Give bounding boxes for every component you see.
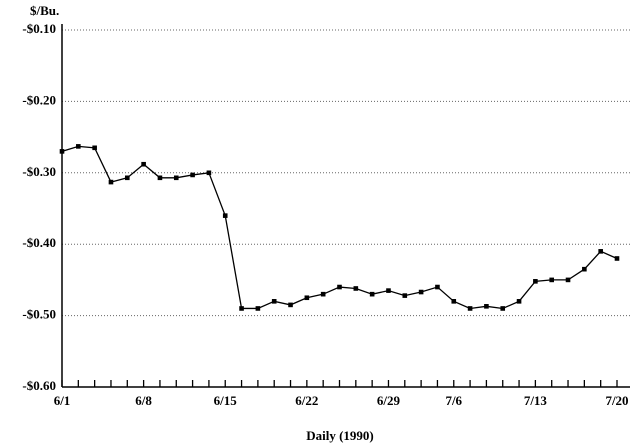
point [255, 306, 261, 311]
point [386, 288, 391, 293]
point [239, 306, 244, 311]
x-tick-label: 6/22 [295, 393, 318, 408]
point [141, 161, 146, 167]
point [500, 306, 506, 311]
point [467, 306, 473, 311]
point [353, 286, 359, 291]
x-tick-label: 6/15 [214, 393, 238, 408]
point [271, 299, 277, 304]
point [402, 293, 408, 298]
point [190, 172, 195, 178]
point [337, 284, 342, 290]
point [108, 179, 114, 185]
point [124, 175, 130, 181]
point [173, 175, 179, 181]
point [206, 170, 212, 176]
x-tick-label: 6/29 [377, 393, 401, 408]
point [516, 299, 522, 304]
point [565, 277, 571, 283]
y-tick-label: -$0.60 [22, 378, 56, 393]
point [304, 295, 310, 301]
point [157, 175, 163, 181]
y-tick-label: -$0.40 [22, 235, 56, 250]
point [76, 144, 81, 149]
x-tick-label: 7/13 [524, 393, 548, 408]
y-tick-label: -$0.10 [22, 21, 56, 36]
x-tick-label: 7/6 [445, 393, 462, 408]
y-tick-label: -$0.50 [22, 307, 56, 322]
line [61, 145, 618, 310]
point [288, 302, 293, 308]
point [549, 277, 555, 283]
x-tick-label: 7/20 [605, 393, 628, 408]
point [582, 266, 587, 272]
x-tick-label: 6/8 [135, 393, 152, 408]
point [614, 256, 620, 261]
point [320, 291, 326, 297]
y-tick-label: -$0.20 [22, 92, 56, 107]
x-axis-label: Daily (1990) [306, 428, 374, 443]
y-axis-label: $/Bu. [30, 3, 59, 18]
point [451, 299, 457, 304]
point [435, 284, 440, 290]
x-tick-label: 6/1 [54, 393, 71, 408]
point [533, 279, 538, 284]
point [484, 304, 489, 309]
point [418, 289, 424, 295]
point [59, 149, 65, 154]
point [222, 213, 228, 218]
point [369, 291, 375, 297]
point [598, 249, 603, 254]
point [92, 145, 97, 151]
y-tick-label: -$0.30 [22, 164, 56, 179]
